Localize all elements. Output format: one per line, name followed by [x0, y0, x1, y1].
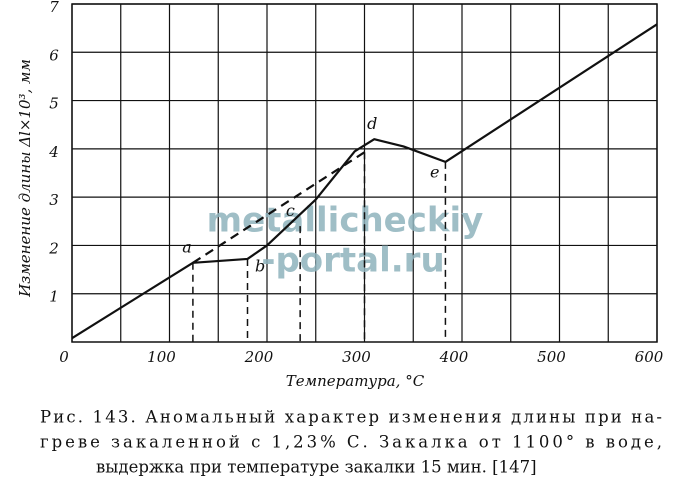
curve	[71, 23, 658, 340]
x-tick-label: 400	[439, 348, 469, 366]
x-tick-label: 600	[635, 348, 664, 366]
x-tick-label: 0	[59, 348, 69, 366]
dashed-curve	[192, 151, 366, 264]
y-tick-label: 5	[49, 95, 59, 113]
caption-line: Рис. 143. Аномальный характер изменения …	[40, 408, 662, 427]
x-tick-label: 300	[342, 348, 371, 366]
point-label: b	[255, 257, 265, 276]
y-tick-label: 7	[49, 0, 59, 16]
x-tick-label: 200	[244, 348, 274, 366]
y-tick-label: 3	[49, 191, 59, 209]
y-axis-label: Изменение длины Δl×10³, мм	[16, 59, 34, 298]
watermark: metallicheckiy	[207, 201, 484, 241]
point-label: e	[430, 163, 439, 182]
watermark: -portal.ru	[261, 241, 444, 281]
y-tick-label: 1	[49, 288, 59, 306]
y-tick-label: 2	[48, 239, 59, 257]
x-tick-label: 100	[147, 348, 176, 366]
point-label: c	[286, 201, 295, 220]
point-label: d	[367, 114, 377, 133]
x-tick-label: 500	[537, 348, 566, 366]
caption-line: греве закаленной с 1,23% С. Закалка от 1…	[40, 433, 662, 452]
point-label: a	[182, 237, 192, 256]
y-tick-label: 4	[48, 143, 59, 161]
x-axis-label: Температура, °С	[286, 372, 425, 390]
y-tick-label: 6	[49, 46, 59, 64]
caption-line: выдержка при температуре закалки 15 мин.…	[96, 458, 537, 477]
